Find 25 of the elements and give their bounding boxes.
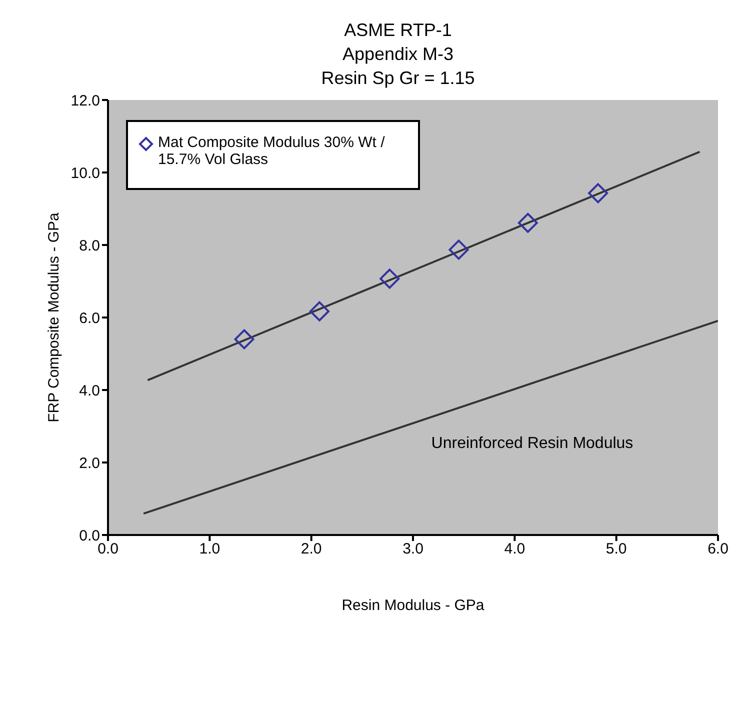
- x-tick-label: 1.0: [199, 540, 220, 558]
- x-tick-label: 0.0: [98, 540, 118, 558]
- point: [588, 183, 608, 204]
- y-tick-label: 6.0: [79, 310, 100, 327]
- chart-title: ASME RTP-1 Appendix M-3 Resin Sp Gr = 1.15: [320, 19, 476, 90]
- x-axis-title: Resin Modulus - GPa: [342, 597, 485, 614]
- x-tick-label: 3.0: [402, 540, 424, 558]
- legend-label: Mat Composite Modulus 30% Wt / 15.7% Vol Glass: [158, 134, 386, 168]
- y-tick-label: 8.0: [79, 237, 100, 254]
- point: [380, 268, 400, 289]
- y-tick-label: 4.0: [79, 382, 100, 400]
- point: [518, 212, 538, 233]
- y-tick-label: 10.0: [70, 164, 100, 182]
- x-tick-label: 5.0: [606, 540, 627, 558]
- point: [309, 301, 330, 322]
- y-axis-title: FRP Composite Modulus - GPa: [45, 212, 62, 422]
- y-tick-label: 12.0: [70, 92, 100, 110]
- y-tick-label: 0.0: [79, 527, 100, 544]
- y-tick-label: 2.0: [79, 454, 100, 472]
- x-tick-label: 4.0: [504, 540, 526, 558]
- annotation: Unreinforced Resin Modulus: [431, 434, 634, 454]
- x-tick-label: 2.0: [300, 540, 322, 558]
- point: [448, 240, 469, 260]
- x-tick-label: 6.0: [708, 540, 728, 558]
- point: [234, 329, 254, 350]
